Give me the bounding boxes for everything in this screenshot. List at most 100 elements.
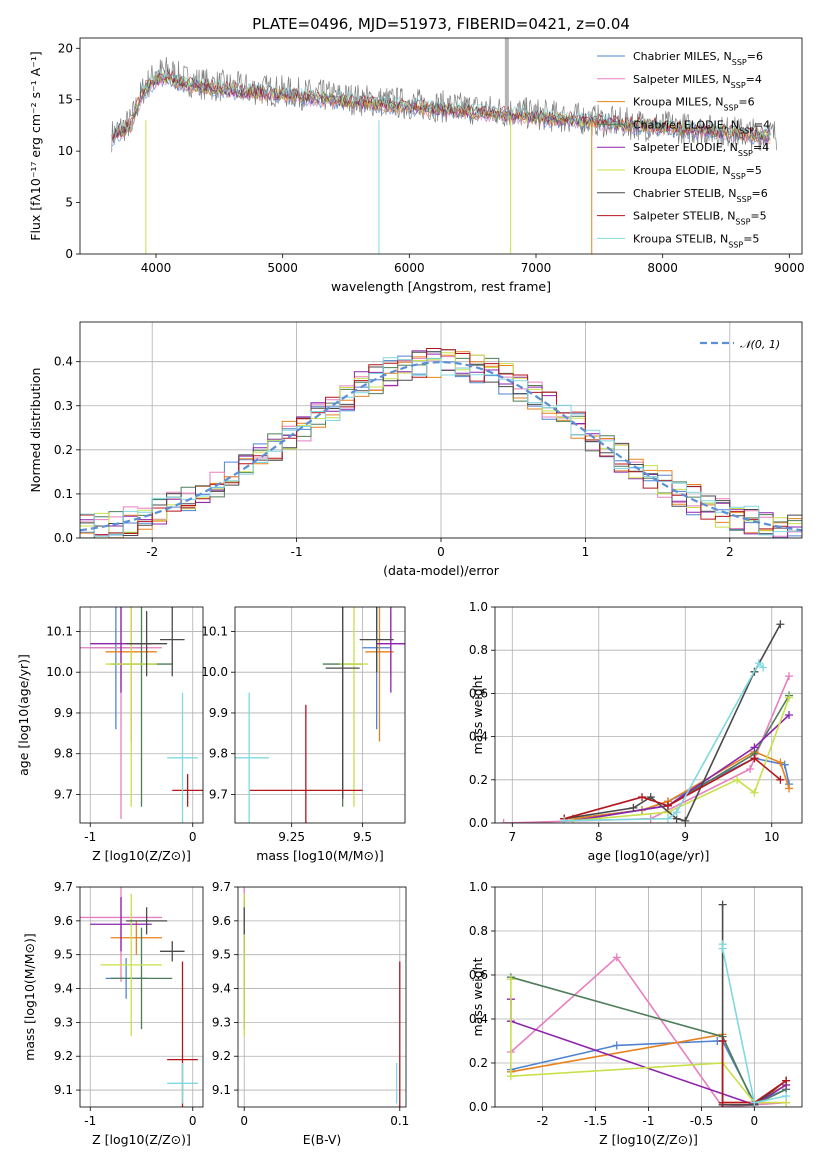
mass-weight-line — [564, 661, 764, 822]
legend-count: =4 — [746, 73, 762, 86]
y-tick-label: 10.0 — [46, 665, 73, 679]
legend-subscript: SSP — [732, 58, 747, 67]
y-tick-label: 9.3 — [212, 1015, 231, 1029]
age_vs_Z-panel: -1 0 9.7 9.8 9.9 10.0 10.1 Z [log10(Z/Z⊙)] age [… — [16, 606, 204, 863]
y-tick-label: 0.1 — [54, 487, 73, 501]
x-tick-label: 0 — [240, 1114, 248, 1128]
y-tick-label: 0.4 — [469, 730, 488, 744]
y-tick-label: 0.8 — [469, 924, 488, 938]
y-axis-label: Flux [fλ10⁻¹⁷ erg cm⁻² s⁻¹ A⁻¹] — [28, 51, 43, 240]
mass-weight-marker — [681, 816, 690, 823]
x-tick-label: 9 — [681, 830, 689, 844]
mass_vs_Z-plot-area — [80, 887, 203, 1107]
mass-weight-line — [572, 714, 790, 822]
mass-weight-marker — [638, 793, 647, 802]
legend-label: Chabrier MILES, NSSP=6 — [633, 50, 763, 67]
y-tick-label: 0.2 — [469, 773, 488, 787]
y-tick-label: 9.5 — [54, 948, 73, 962]
legend-subscript: SSP — [739, 126, 754, 135]
x-tick-label: 0 — [189, 830, 197, 844]
mass-weight-marker — [718, 1098, 727, 1107]
mass-weight-marker — [776, 775, 785, 784]
x-tick-label: 8 — [595, 830, 603, 844]
legend-label: Chabrier STELIB, NSSP=6 — [633, 187, 768, 204]
mass-weight-marker — [776, 620, 785, 629]
legend-count: =4 — [754, 118, 770, 131]
mass-weight-marker — [750, 754, 759, 763]
residuals-plot-area — [80, 322, 802, 538]
mass-weight-marker — [750, 743, 759, 752]
mass-weight-marker — [663, 814, 672, 823]
x-tick-label: 7 — [508, 830, 516, 844]
y-tick-label: 9.3 — [54, 1015, 73, 1029]
mass-weight-marker — [776, 758, 785, 767]
x-axis-label: E(B-V) — [303, 1132, 342, 1147]
residuals-panel: -2 -1 0 1 2 0.0 0.1 0.2 0.3 0.4 (data-model)/error… — [28, 321, 803, 578]
x-tick-label: 1 — [582, 545, 590, 559]
y-tick-label: 20 — [58, 41, 73, 55]
legend-subscript: SSP — [723, 103, 738, 112]
y-tick-label: 1.0 — [469, 880, 488, 894]
legend-count: =4 — [753, 141, 769, 154]
histogram-step-line — [80, 348, 802, 536]
mass-weight-marker — [506, 975, 515, 984]
mass-weight-marker — [785, 784, 794, 793]
x-tick-label: 10 — [764, 830, 779, 844]
mass-weight-marker — [560, 816, 569, 823]
model-line — [111, 69, 771, 142]
gaussian-curve — [80, 360, 802, 532]
model-line — [111, 70, 771, 139]
mass-weight-marker — [780, 760, 789, 769]
mass-weight-marker — [718, 1037, 727, 1045]
age_vs_mass-plot-area — [235, 607, 405, 823]
y-tick-label: 0.0 — [469, 1100, 488, 1114]
y-axis-label: mass weight — [470, 675, 485, 754]
x-tick-label: 2 — [726, 545, 734, 559]
x-tick-label: -1 — [84, 830, 96, 844]
model-line — [111, 68, 771, 139]
y-tick-label: 10.1 — [201, 624, 228, 638]
mass-weight-marker — [733, 775, 742, 784]
mass-weight-marker — [612, 953, 621, 962]
x-tick-label: 6000 — [394, 261, 425, 275]
mass-weight-line — [564, 623, 782, 822]
y-tick-label: 0.0 — [54, 531, 73, 545]
y-tick-label: 9.4 — [212, 982, 231, 996]
mass-weight-marker — [718, 900, 727, 909]
mass-weight-marker — [782, 1092, 791, 1100]
y-axis-label: age [log10(age/yr)] — [16, 654, 31, 776]
y-tick-label: 9.6 — [212, 914, 231, 928]
y-tick-label: 0.2 — [54, 443, 73, 457]
legend-count: =5 — [746, 164, 762, 177]
legend-label: Salpeter ELODIE, NSSP=4 — [633, 141, 769, 158]
mass_weight_vs_age-plot-area — [495, 607, 802, 823]
x-axis-label: Z [log10(Z/Z⊙)] — [599, 1132, 698, 1147]
y-tick-label: 0.4 — [469, 1012, 488, 1026]
legend-subscript: SSP — [737, 194, 752, 203]
mass_vs_ebv-plot-area — [238, 887, 406, 1107]
y-axis-label: mass weight — [470, 957, 485, 1036]
y-tick-label: 5 — [65, 196, 73, 210]
y-tick-label: 15 — [58, 93, 73, 107]
y-tick-label: 9.5 — [212, 948, 231, 962]
age_vs_mass-frame — [234, 606, 406, 824]
y-tick-label: 9.8 — [54, 747, 73, 761]
model-line — [111, 72, 771, 141]
y-tick-label: 10 — [58, 144, 73, 158]
x-tick-label: 9000 — [774, 261, 805, 275]
spectrum-frame — [79, 37, 803, 255]
y-tick-label: 0.4 — [54, 355, 73, 369]
spectrum-panel: 4000 5000 6000 7000 8000 9000 0 5 10 15 20 waveleng… — [28, 37, 805, 294]
y-axis-label: mass [log10(M/M⊙)] — [22, 933, 37, 1061]
mass-weight-line — [721, 904, 787, 1106]
mass-weight-marker — [663, 801, 672, 810]
y-tick-label: 0.0 — [469, 816, 488, 830]
mass-weight-marker — [499, 819, 508, 823]
x-tick-label: -2 — [146, 545, 158, 559]
legend-count: =6 — [738, 96, 754, 109]
mass-weight-marker — [750, 788, 759, 797]
x-tick-label: -1.5 — [584, 1114, 607, 1128]
y-tick-label: 9.9 — [54, 706, 73, 720]
y-tick-label: 9.8 — [209, 747, 228, 761]
